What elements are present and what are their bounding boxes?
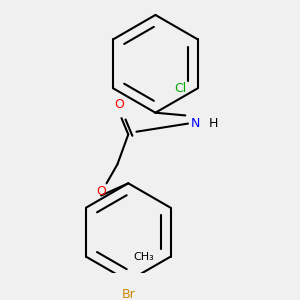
Text: Cl: Cl [175, 82, 187, 95]
Text: N: N [191, 117, 200, 130]
Text: O: O [96, 185, 106, 198]
Text: CH₃: CH₃ [134, 252, 154, 262]
Text: Br: Br [122, 288, 135, 300]
Text: O: O [114, 98, 124, 111]
Text: H: H [208, 117, 218, 130]
